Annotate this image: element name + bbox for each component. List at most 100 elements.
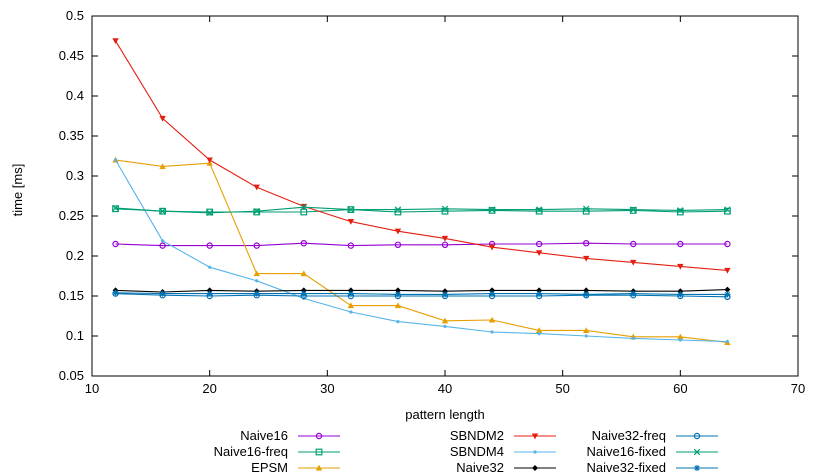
data-point-naive16-fixed <box>724 206 731 213</box>
legend-label: Naive32 <box>456 460 504 475</box>
y-tick-label: 0.15 <box>59 288 84 303</box>
axes: 10 20 30 40 50 60 70 0.05 0.1 0.15 0.2 0.25 0.3 0.35 0… <box>59 8 806 396</box>
data-point-naive16-fixed <box>253 207 260 215</box>
legend-item-naive32: Naive32 <box>456 460 556 475</box>
series-line-epsm <box>115 159 728 343</box>
data-point-sbndm2 <box>535 250 543 256</box>
legend-label: SBNDM4 <box>450 444 504 459</box>
data-point-naive16-fixed <box>630 206 637 213</box>
legend-marker <box>532 465 538 471</box>
legend-label: Naive16 <box>240 428 288 443</box>
legend-item-sbndm2: SBNDM2 <box>450 428 556 443</box>
y-axis-title: time [ms] <box>10 164 25 217</box>
data-point-naive32-fixed <box>442 291 448 298</box>
legend-item-naive16-fixed: Naive16-fixed <box>587 444 718 459</box>
series-epsm <box>112 156 731 345</box>
y-tick-label: 0.4 <box>66 88 84 103</box>
legend-label: Naive16-fixed <box>587 444 667 459</box>
data-point-naive32-fixed <box>583 291 590 298</box>
x-axis-title: pattern length <box>405 407 485 422</box>
y-tick-label: 0.5 <box>66 8 84 23</box>
series-naive16-fixed <box>112 203 731 217</box>
y-tick-label: 0.25 <box>59 208 84 223</box>
data-point-naive16 <box>535 240 543 248</box>
y-tick-label: 0.05 <box>59 368 84 383</box>
x-tick-label: 30 <box>320 381 334 396</box>
data-point-sbndm2 <box>583 255 590 262</box>
legend-label: Naive16-freq <box>214 444 288 459</box>
data-point-naive32 <box>583 287 590 294</box>
data-point-sbndm2 <box>394 228 402 235</box>
data-point-naive16-fixed <box>441 205 449 213</box>
data-point-naive32-fixed <box>253 290 260 297</box>
data-point-sbndm2 <box>347 219 355 225</box>
data-point-sbndm4 <box>113 158 118 162</box>
legend-label: SBNDM2 <box>450 428 504 443</box>
data-point-sbndm2 <box>488 244 496 251</box>
data-point-sbndm4 <box>161 239 165 243</box>
data-point-naive16 <box>441 241 449 248</box>
data-point-naive16 <box>253 242 260 249</box>
data-point-naive16 <box>347 242 355 249</box>
data-point-epsm <box>441 317 449 324</box>
data-point-naive16 <box>206 242 213 249</box>
data-point-sbndm4 <box>443 324 447 328</box>
data-point-sbndm4 <box>349 310 353 314</box>
data-point-naive16 <box>677 240 684 248</box>
data-point-sbndm2 <box>159 115 166 122</box>
data-point-naive16-freq <box>253 208 261 216</box>
data-point-naive16 <box>630 240 637 248</box>
data-point-epsm <box>488 316 496 323</box>
y-tick-label: 0.3 <box>66 168 84 183</box>
x-tick-label: 40 <box>438 381 452 396</box>
data-point-epsm <box>583 327 590 333</box>
data-point-naive32-fixed <box>159 290 166 297</box>
data-point-sbndm2 <box>206 157 213 164</box>
legend-item-naive16-freq: Naive16-freq <box>214 444 340 459</box>
data-point-naive16 <box>394 241 402 248</box>
legend-marker <box>315 432 323 440</box>
legend-item-naive32-freq: Naive32-freq <box>592 428 718 443</box>
series-line-naive32-freq <box>115 293 728 298</box>
legend-item-naive16: Naive16 <box>240 428 340 443</box>
legend-item-sbndm4: SBNDM4 <box>450 444 556 459</box>
series-naive32-fixed <box>112 289 731 298</box>
legend-label: Naive32-freq <box>592 428 666 443</box>
data-point-naive16-freq <box>535 207 543 215</box>
series-sbndm2 <box>112 38 731 274</box>
data-point-sbndm2 <box>724 267 731 274</box>
legend-marker <box>693 448 701 456</box>
data-point-naive16-fixed <box>159 207 166 215</box>
data-point-naive32-fixed <box>677 291 684 298</box>
legend-label: Naive32-fixed <box>587 460 667 475</box>
data-point-naive16-freq <box>206 208 214 216</box>
x-tick-label: 70 <box>791 381 805 396</box>
data-point-naive32-fixed <box>347 290 354 297</box>
y-tick-label: 0.45 <box>59 48 84 63</box>
series-layer <box>112 38 731 345</box>
legend-marker <box>533 450 537 454</box>
legend-marker <box>694 465 700 471</box>
data-point-naive16-fixed <box>347 206 355 213</box>
legend-label: EPSM <box>251 460 288 475</box>
x-tick-label: 10 <box>85 381 99 396</box>
data-point-naive32-fixed <box>536 290 543 297</box>
series-line-naive16-fixed <box>115 206 728 214</box>
data-point-epsm <box>394 302 402 309</box>
data-point-naive16-freq <box>723 207 731 215</box>
data-point-naive16-freq <box>676 208 684 216</box>
data-point-epsm <box>159 163 166 169</box>
data-point-naive16-fixed <box>206 209 213 217</box>
data-point-sbndm2 <box>441 235 449 242</box>
data-point-naive16 <box>112 240 119 248</box>
data-point-naive16-fixed <box>535 206 543 213</box>
data-point-epsm <box>253 270 260 277</box>
data-point-naive32-fixed <box>206 290 213 297</box>
data-point-sbndm4 <box>208 265 212 269</box>
y-tick-label: 0.35 <box>59 128 84 143</box>
data-point-sbndm2 <box>677 263 684 270</box>
data-point-naive16 <box>300 239 307 247</box>
series-sbndm4 <box>113 158 730 344</box>
legend-marker <box>531 433 539 440</box>
